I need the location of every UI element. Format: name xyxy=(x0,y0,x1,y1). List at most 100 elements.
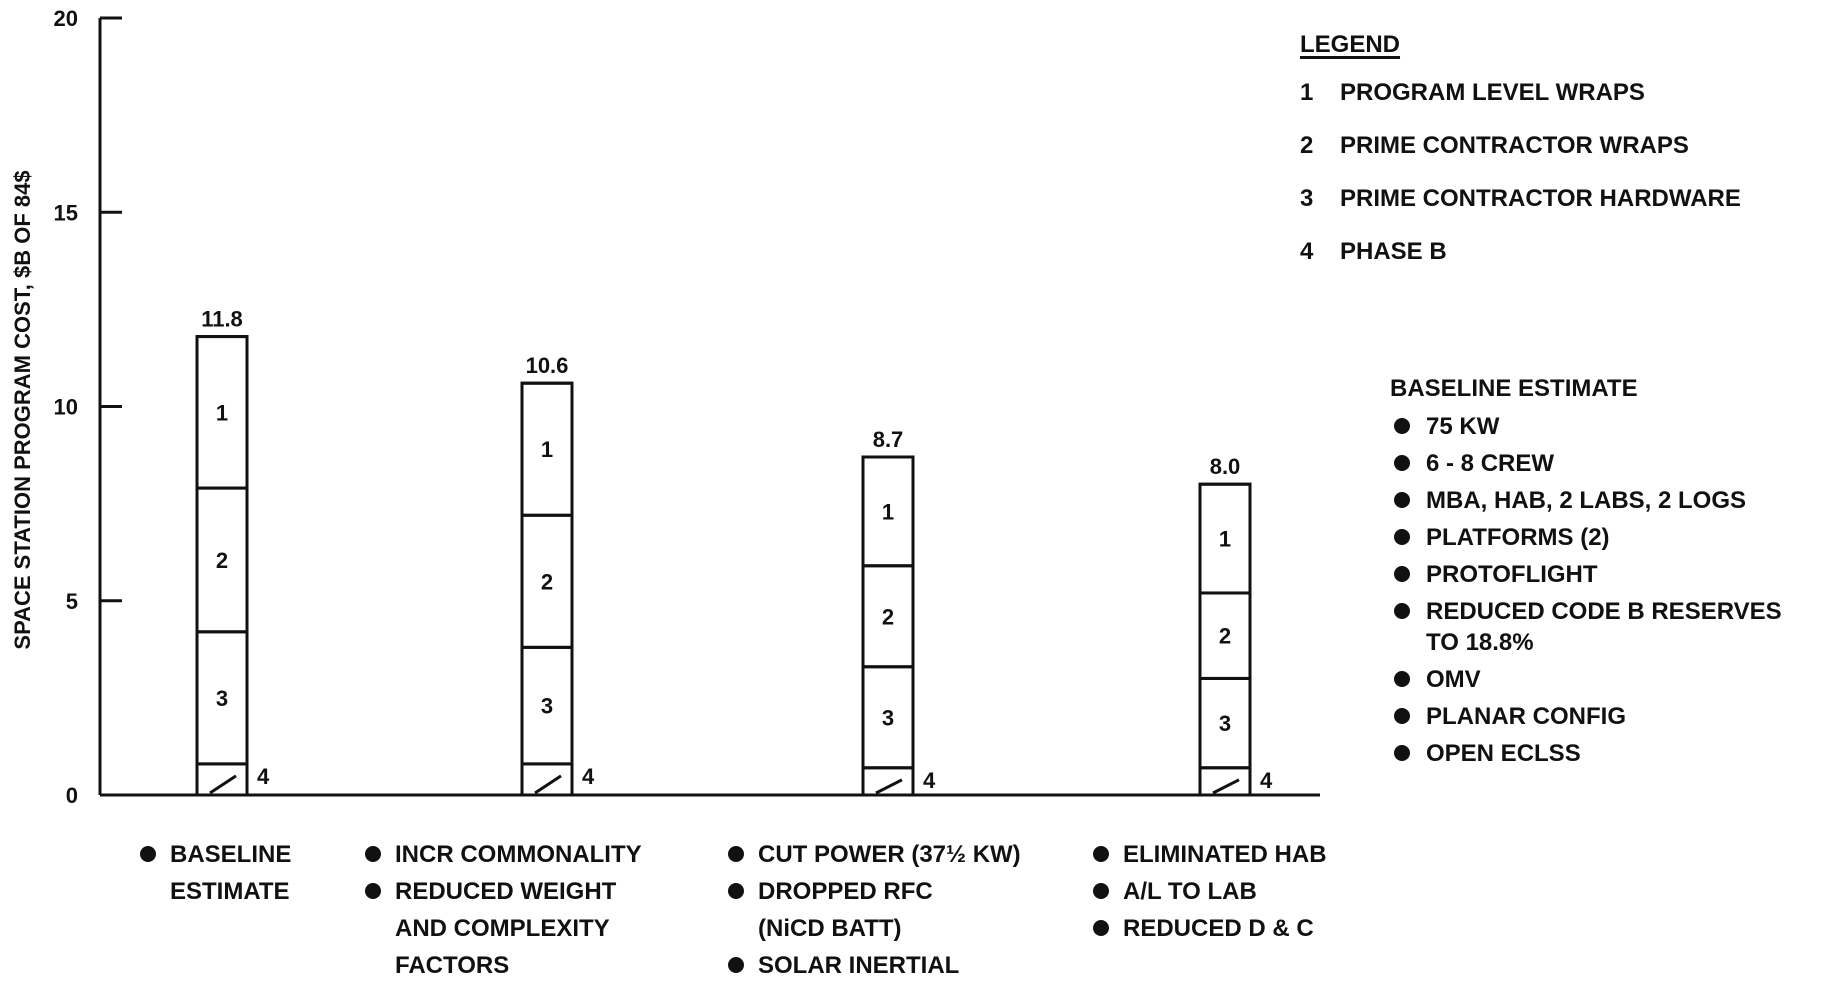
legend-num: 2 xyxy=(1300,132,1314,159)
scenario-note-line: ELIMINATED HAB xyxy=(1093,836,1327,873)
baseline-note: MBA, HAB, 2 LABS, 2 LOGS xyxy=(1390,482,1782,519)
scenario-note-text: A/L TO LAB xyxy=(1123,878,1257,905)
baseline-note: 75 KW xyxy=(1390,408,1782,445)
segment-pointer xyxy=(534,774,562,795)
bullet-icon xyxy=(1394,454,1410,471)
bar-segment xyxy=(520,381,574,517)
legend-item-4: 4 PHASE B xyxy=(1300,225,1741,278)
bullet-icon xyxy=(1394,417,1410,434)
segment-label: 4 xyxy=(582,764,595,789)
legend-item-3: 3 PRIME CONTRACTOR HARDWARE xyxy=(1300,172,1741,225)
baseline-note: OPEN ECLSS xyxy=(1390,735,1782,772)
y-tick-label: 0 xyxy=(66,783,78,808)
bullet-icon xyxy=(1394,565,1410,582)
baseline-note-text: REDUCED CODE B RESERVES TO 18.8% xyxy=(1426,597,1782,656)
scenario-note-text: CUT POWER (37½ KW) xyxy=(758,841,1021,868)
scenario-note-text: BASELINE xyxy=(170,841,292,868)
scenario-note-text: AND COMPLEXITY xyxy=(395,915,610,942)
scenario-note-line: A/L TO LAB xyxy=(1093,873,1327,910)
y-tick-label: 10 xyxy=(54,395,78,420)
bar-segment xyxy=(861,455,915,568)
scenario-note-line: CUT POWER (37½ KW) xyxy=(728,836,1021,873)
bullet-icon xyxy=(365,846,381,862)
legend-label: PHASE B xyxy=(1340,238,1447,265)
baseline-note-text: OMV xyxy=(1426,665,1481,693)
scenario-note-line: REDUCED D & C xyxy=(1093,910,1327,947)
bullet-icon xyxy=(1394,707,1410,724)
segment-label: 1 xyxy=(216,400,228,425)
scenario-note-line: (NiCD BATT) xyxy=(728,910,1021,947)
bars: 4 3 2 1 11.8 4 3 2 1 10.6 4 3 2 1 8.7 4 3 2 1 8.0 xyxy=(195,307,1273,797)
bullet-icon xyxy=(1394,528,1410,545)
bar-segment xyxy=(195,335,249,490)
baseline-note: PLANAR CONFIG xyxy=(1390,698,1782,735)
bar-total-label: 8.0 xyxy=(1210,454,1241,479)
scenario-note-text: ELIMINATED HAB xyxy=(1123,841,1327,868)
segment-label: 3 xyxy=(1219,711,1231,736)
bullet-icon xyxy=(1394,491,1410,508)
y-tick-label: 5 xyxy=(66,589,78,614)
segment-label: 2 xyxy=(1219,624,1231,649)
segment-label: 1 xyxy=(541,437,553,462)
segment-label: 3 xyxy=(216,686,228,711)
baseline-note-text: PLATFORMS (2) xyxy=(1426,523,1610,551)
scenario-notes-4: ELIMINATED HAB A/L TO LAB REDUCED D & C xyxy=(1093,836,1327,947)
scenario-note-text: REDUCED D & C xyxy=(1123,915,1314,942)
legend-num: 3 xyxy=(1300,185,1314,212)
baseline-note: PROTOFLIGHT xyxy=(1390,556,1782,593)
scenario-note-text: REDUCED WEIGHT xyxy=(395,878,617,905)
baseline-note-text: MBA, HAB, 2 LABS, 2 LOGS xyxy=(1426,486,1747,514)
scenario-note-text: ESTIMATE xyxy=(170,878,290,905)
bar-total-label: 8.7 xyxy=(873,427,904,452)
segment-label: 3 xyxy=(882,705,894,730)
legend-num: 4 xyxy=(1300,238,1314,265)
baseline-note-text: 6 - 8 CREW xyxy=(1426,449,1555,477)
segment-label: 4 xyxy=(923,768,936,793)
baseline-note-text: PROTOFLIGHT xyxy=(1426,560,1598,588)
baseline-notes: BASELINE ESTIMATE 75 KW 6 - 8 CREW MBA, … xyxy=(1390,370,1782,772)
segment-label: 2 xyxy=(882,604,894,629)
scenario-note-line: SOLAR INERTIAL xyxy=(728,947,1021,984)
legend-title: LEGEND xyxy=(1300,31,1401,58)
legend-num: 1 xyxy=(1300,79,1314,106)
bullet-icon xyxy=(728,957,744,973)
scenario-note-line: FACTORS xyxy=(365,947,642,984)
bullet-icon xyxy=(1394,602,1410,619)
scenario-note-line: REDUCED WEIGHT xyxy=(365,873,642,910)
scenario-note-text: FACTORS xyxy=(395,952,510,979)
scenario-note-line: DROPPED RFC xyxy=(728,873,1021,910)
baseline-note: OMV xyxy=(1390,661,1782,698)
legend-item-2: 2 PRIME CONTRACTOR WRAPS xyxy=(1300,119,1741,172)
bar-total-label: 11.8 xyxy=(201,307,243,332)
stacked-bar: 4 3 2 1 11.8 xyxy=(195,307,270,797)
scenario-note-line: INCR COMMONALITY xyxy=(365,836,642,873)
bullet-icon xyxy=(1093,920,1109,936)
scenario-notes-2: INCR COMMONALITY REDUCED WEIGHT AND COMPLE… xyxy=(365,836,642,984)
scenario-note-text: (NiCD BATT) xyxy=(758,915,902,942)
bar-segment xyxy=(1198,482,1252,595)
scenario-note-line: AND COMPLEXITY xyxy=(365,910,642,947)
baseline-note: REDUCED CODE B RESERVES TO 18.8% xyxy=(1390,593,1782,661)
baseline-note-text: 75 KW xyxy=(1426,412,1500,440)
legend-label: PRIME CONTRACTOR WRAPS xyxy=(1340,132,1689,159)
segment-pointer xyxy=(209,774,237,795)
scenario-notes-1: BASELINE ESTIMATE xyxy=(140,836,291,910)
segment-label: 2 xyxy=(216,548,228,573)
scenario-note-line: ESTIMATE xyxy=(140,873,291,910)
baseline-note-text: PLANAR CONFIG xyxy=(1426,702,1626,730)
legend-item-1: 1 PROGRAM LEVEL WRAPS xyxy=(1300,66,1741,119)
bullet-icon xyxy=(140,846,156,862)
axes: 0 5 10 15 20 xyxy=(54,6,1320,808)
scenario-note-line: BASELINE xyxy=(140,836,291,873)
baseline-note: 6 - 8 CREW xyxy=(1390,445,1782,482)
baseline-note: PLATFORMS (2) xyxy=(1390,519,1782,556)
segment-label: 3 xyxy=(541,694,553,719)
segment-label: 1 xyxy=(882,499,894,524)
baseline-notes-title: BASELINE ESTIMATE xyxy=(1390,375,1638,402)
bullet-icon xyxy=(1093,846,1109,862)
baseline-note-text: OPEN ECLSS xyxy=(1426,739,1581,767)
segment-label: 1 xyxy=(1219,527,1231,552)
scenario-note-text: INCR COMMONALITY xyxy=(395,841,642,868)
scenario-note-text: DROPPED RFC xyxy=(758,878,933,905)
